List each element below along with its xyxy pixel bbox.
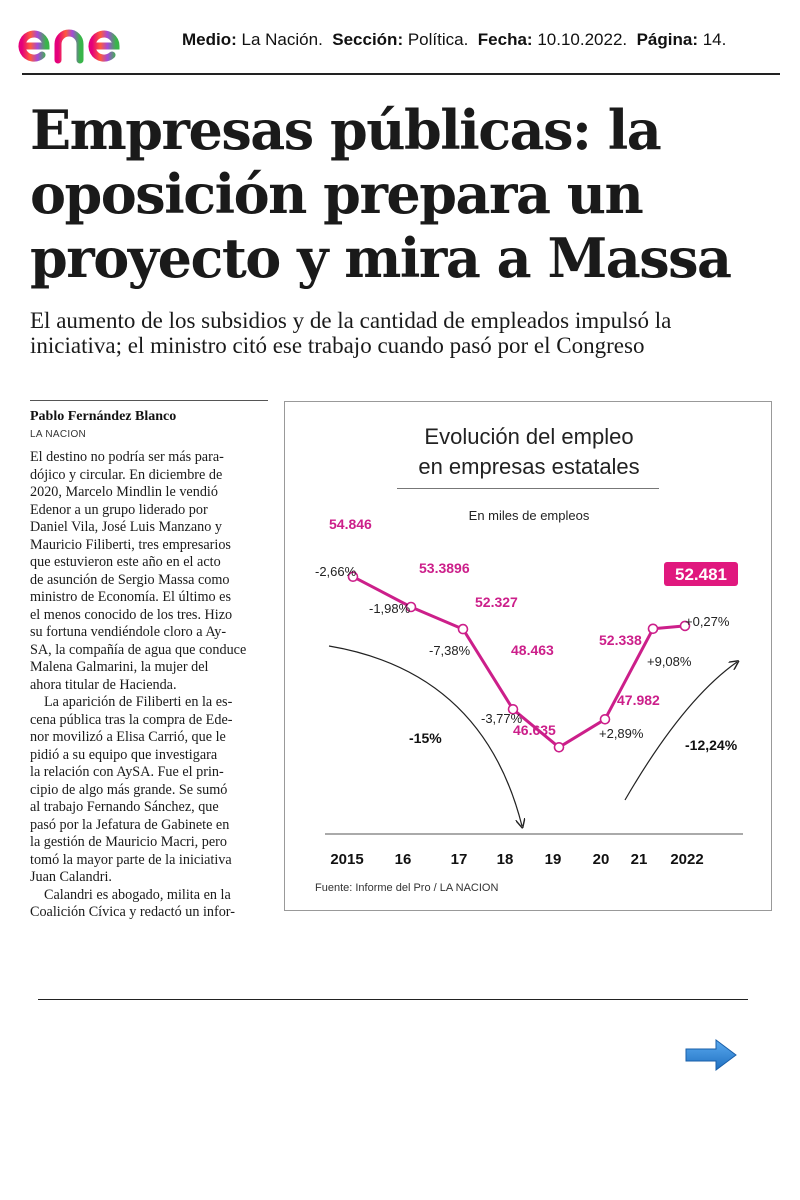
employment-chart: Evolución del empleo en empresas estatal…	[284, 401, 772, 911]
trend-arrow-down	[328, 645, 522, 826]
body-line: la gestión de Mauricio Macri, pero	[30, 834, 227, 850]
body-line: SA, la compañía de agua que conduce	[30, 641, 247, 658]
data-label: 46.635	[513, 722, 556, 738]
data-label: 52.327	[475, 594, 518, 610]
body-line: que estuvieron este año en el acto	[30, 554, 221, 570]
pct-change-label: +0,27%	[685, 614, 730, 629]
data-label: 48.463	[511, 642, 554, 658]
footer-divider	[38, 999, 748, 1000]
article-body: El destino no podría ser más para-dójico…	[30, 449, 270, 922]
body-line: dójico y circular. En diciembre de	[30, 466, 223, 483]
article-headline: Empresas públicas: la oposición prepara …	[30, 98, 770, 290]
body-line: cena pública tras la compra de Ede-	[30, 711, 233, 728]
data-label: 52.481	[675, 565, 727, 584]
body-line: Malena Galmarini, la mujer del	[30, 659, 209, 675]
data-point	[679, 620, 691, 632]
pct-change-label: -1,98%	[369, 601, 411, 616]
chart-title-line: en empresas estatales	[418, 454, 640, 479]
seccion-label: Sección:	[332, 30, 404, 49]
body-line: 2020, Marcelo Mindlin le vendió	[30, 484, 218, 500]
pct-change-label: +2,89%	[599, 726, 644, 741]
pct-change-label: -7,38%	[429, 643, 471, 658]
byline-divider	[30, 400, 268, 401]
chart-title-line: Evolución del empleo	[424, 424, 634, 449]
trend-arrow-up	[624, 662, 737, 801]
chart-title: Evolución del empleo en empresas estatal…	[285, 422, 773, 482]
body-line: pidió a su equipo que investigara	[30, 746, 218, 763]
x-tick-label: 19	[545, 851, 562, 868]
body-line: ministro de Economía. El último es	[30, 589, 231, 605]
body-line: de asunción de Sergio Massa como	[30, 571, 230, 588]
fecha-label: Fecha:	[477, 30, 533, 49]
trend-annotation: -15%	[409, 730, 442, 746]
body-line: Daniel Vila, José Luis Manzano y	[30, 519, 222, 535]
press-clipping-meta: Medio: La Nación. Sección: Política. Fec…	[182, 30, 726, 50]
pct-change-label: -2,66%	[315, 564, 357, 579]
data-point	[553, 741, 565, 753]
x-tick-label: 17	[451, 851, 468, 868]
body-line: el menos conocido de los tres. Hizo	[30, 606, 233, 623]
x-tick-label: 18	[497, 851, 514, 868]
chart-unit: En miles de empleos	[468, 508, 590, 523]
body-line: ahora titular de Hacienda.	[30, 676, 177, 693]
article-author: Pablo Fernández Blanco	[30, 409, 177, 424]
x-tick-label: 2022	[670, 851, 703, 868]
trend-annotation: -12,24%	[685, 737, 738, 753]
x-tick-label: 20	[593, 851, 610, 868]
data-point	[457, 623, 469, 635]
pct-change-label: -3,77%	[481, 711, 523, 726]
body-line: cipio de algo más grande. Se sumó	[30, 781, 228, 798]
subhead-line: iniciativa; el ministro citó ese trabajo…	[30, 333, 645, 358]
pagina-label: Página:	[636, 30, 698, 49]
pagina-value: 14.	[702, 30, 727, 49]
right-arrow-icon[interactable]	[684, 1038, 738, 1072]
header-divider	[22, 73, 780, 75]
data-label: 54.846	[329, 516, 372, 532]
headline-line: Empresas públicas: la	[30, 98, 662, 162]
body-line: El destino no podría ser más para-	[30, 449, 224, 465]
body-line: Edenor a un grupo liderado por	[30, 501, 208, 518]
pct-change-label: +9,08%	[647, 654, 692, 669]
body-line: Mauricio Filiberti, tres empresarios	[30, 536, 231, 553]
fecha-value: 10.10.2022.	[537, 30, 628, 49]
body-line: la relación con AySA. Fue el prin-	[30, 764, 224, 780]
body-line: Coalición Cívica y redactó un infor-	[30, 904, 235, 920]
data-label: 47.982	[617, 692, 660, 708]
data-label: 52.338	[599, 632, 642, 648]
medio-value: La Nación.	[241, 30, 323, 49]
article-subhead: El aumento de los subsidios y de la cant…	[30, 308, 770, 358]
x-tick-label: 16	[395, 851, 412, 868]
seccion-value: Política.	[407, 30, 469, 49]
chart-title-divider	[397, 488, 659, 489]
body-line: su fortuna vendiéndole cloro a Ay-	[30, 624, 227, 640]
data-point	[647, 623, 659, 635]
series-line	[352, 575, 686, 749]
data-point	[599, 713, 611, 725]
x-tick-label: 2015	[330, 851, 363, 868]
headline-line: proyecto y mira a Massa	[30, 226, 732, 290]
body-line: Juan Calandri.	[30, 869, 112, 885]
highlight-badge	[664, 562, 738, 586]
subhead-line: El aumento de los subsidios y de la cant…	[30, 308, 672, 333]
data-point	[405, 601, 417, 613]
medio-label: Medio:	[182, 30, 237, 49]
data-label: 53.3896	[419, 560, 470, 576]
data-point	[507, 703, 519, 715]
chart-source: Fuente: Informe del Pro / LA NACION	[315, 882, 499, 894]
chart-plot: 54.846 53.3896 52.327 48.463 46.635 47.982 52.…	[315, 516, 743, 868]
body-line: pasó por la Jefatura de Gabinete en	[30, 816, 230, 833]
body-line: La aparición de Filiberti en la es-	[44, 694, 233, 710]
data-point	[347, 571, 359, 582]
headline-line: oposición prepara un	[30, 162, 644, 226]
body-line: al trabajo Fernando Sánchez, que	[30, 799, 219, 815]
x-tick-label: 21	[631, 851, 648, 868]
body-line: nor movilizó a Elisa Carrió, que le	[30, 729, 226, 745]
body-line: Calandri es abogado, milita en la	[44, 886, 231, 903]
article-outlet: LA NACION	[30, 429, 87, 440]
body-line: tomó la mayor parte de la iniciativa	[30, 851, 232, 868]
